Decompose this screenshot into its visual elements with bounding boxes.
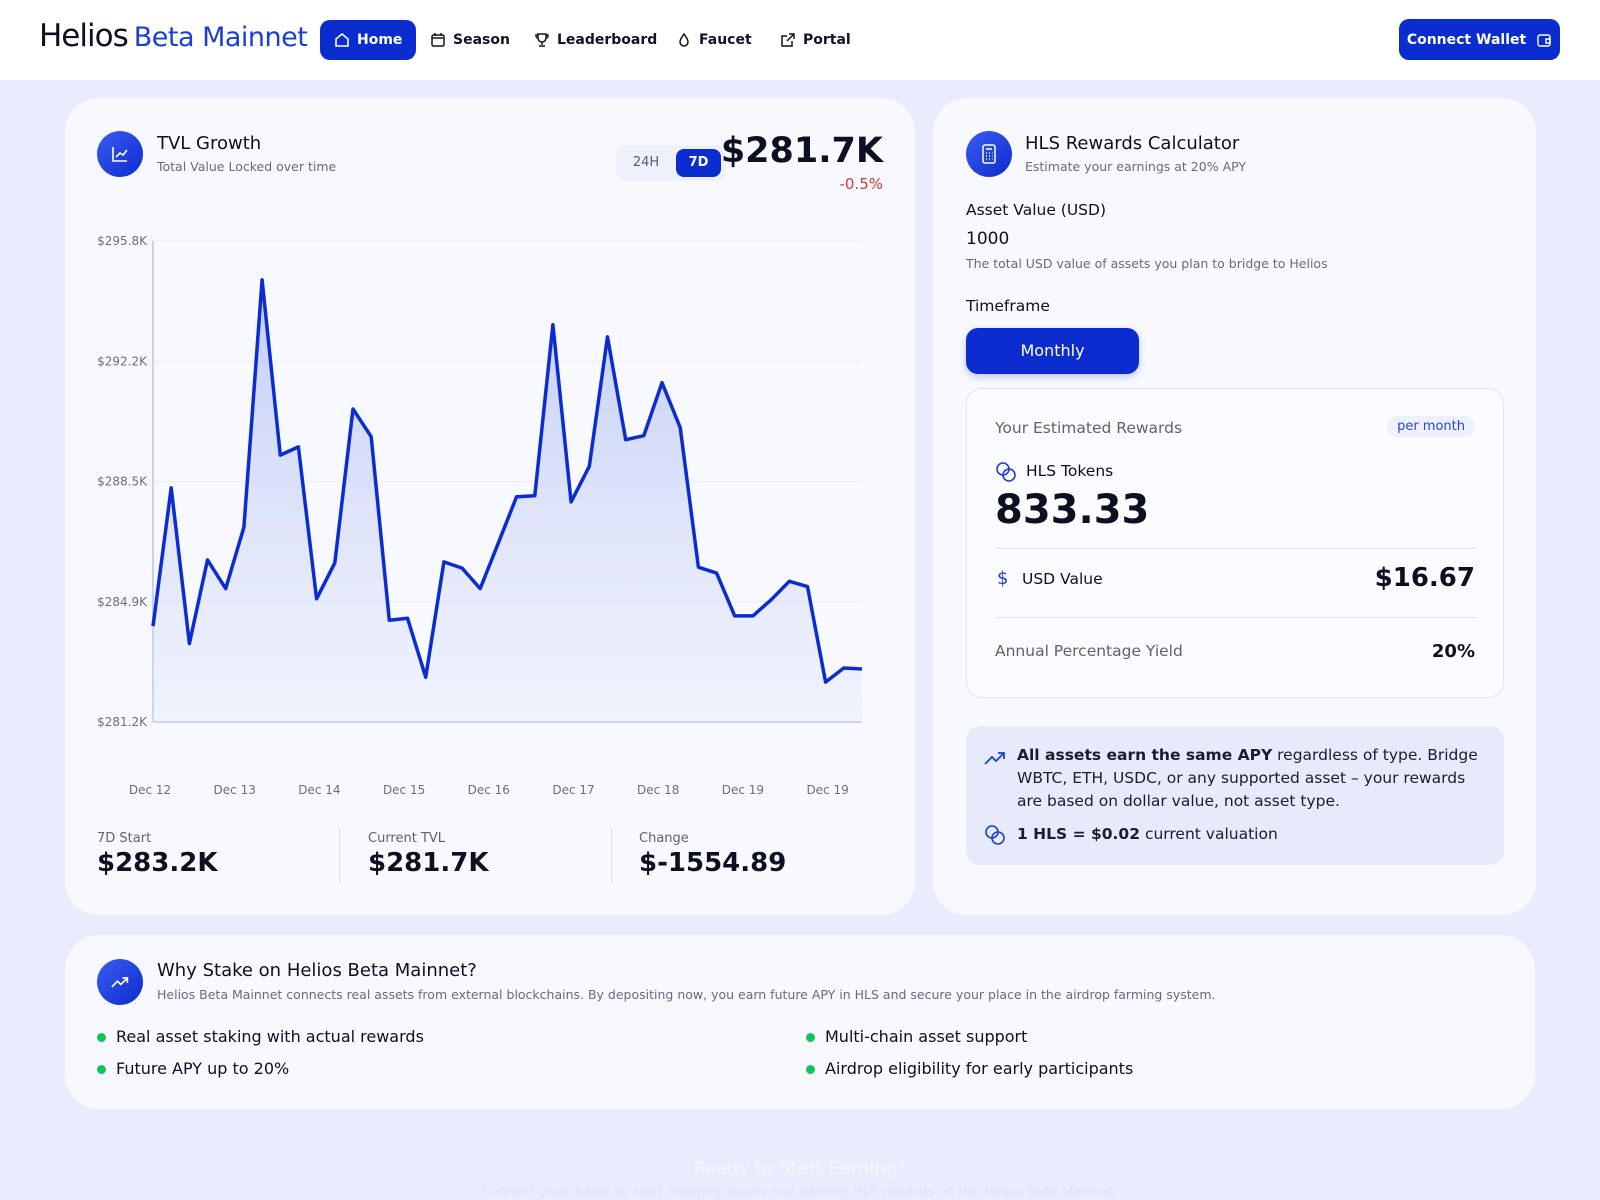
tvl-icon xyxy=(97,131,143,177)
x-tick-label: Dec 16 xyxy=(468,783,510,797)
info-bold: All assets earn the same APY xyxy=(1017,746,1273,764)
info-text: All assets earn the same APY regardless … xyxy=(1017,744,1487,813)
feature: Future APY up to 20% xyxy=(116,1059,290,1078)
tvl-title: TVL Growth xyxy=(157,133,262,154)
tokens-value: 833.33 xyxy=(995,487,1150,533)
stat-value: $281.7K xyxy=(368,848,489,878)
nav-label: Faucet xyxy=(699,32,752,48)
divider xyxy=(611,828,612,883)
apy-label: Annual Percentage Yield xyxy=(995,642,1183,660)
info-rest: regardless of type. Bridge WBTC, ETH, US… xyxy=(1017,746,1478,810)
nav-label: Portal xyxy=(803,32,851,48)
feature: Multi-chain asset support xyxy=(825,1027,1028,1046)
range-toggle: 24H 7D xyxy=(616,145,726,181)
why-description: Helios Beta Mainnet connects real assets… xyxy=(157,987,1216,1002)
x-tick-label: Dec 19 xyxy=(722,783,764,797)
coins-icon xyxy=(996,462,1016,482)
range-24h[interactable]: 24H xyxy=(632,155,660,170)
asset-label: Asset Value (USD) xyxy=(966,201,1106,219)
nav-faucet[interactable]: Faucet xyxy=(662,20,766,60)
y-tick-label: $284.9K xyxy=(97,595,148,609)
divider xyxy=(996,548,1476,549)
x-tick-label: Dec 19 xyxy=(806,783,848,797)
nav-home[interactable]: Home xyxy=(320,20,417,60)
rewards-box: Your Estimated Rewards per month HLS Tok… xyxy=(966,388,1504,698)
nav-leaderboard[interactable]: Leaderboard xyxy=(520,20,671,60)
bullet xyxy=(806,1065,815,1074)
why-icon xyxy=(97,959,143,1005)
x-tick-label: Dec 17 xyxy=(552,783,594,797)
divider xyxy=(996,617,1476,618)
nav-label: Home xyxy=(357,32,403,48)
tvl-card: TVL Growth Total Value Locked over time … xyxy=(65,98,915,915)
info-box: All assets earn the same APY regardless … xyxy=(966,726,1504,865)
x-tick-label: Dec 13 xyxy=(214,783,256,797)
stat-value: $-1554.89 xyxy=(639,848,787,878)
bullet xyxy=(97,1033,106,1042)
nav-label: Season xyxy=(453,32,510,48)
timeframe-button[interactable]: Monthly xyxy=(966,328,1139,374)
stat-label: 7D Start xyxy=(97,831,152,846)
nav-label: Leaderboard xyxy=(557,32,658,48)
usd-label: USD Value xyxy=(1022,570,1103,588)
y-tick-label: $281.2K xyxy=(97,715,148,729)
logo[interactable]: Helios Beta Mainnet xyxy=(39,18,308,54)
coins-icon xyxy=(985,825,1005,845)
x-tick-label: Dec 12 xyxy=(129,783,171,797)
tvl-change: -0.5% xyxy=(839,175,883,193)
header: Helios Beta Mainnet Home Season Leaderboa… xyxy=(0,0,1600,80)
calculator-card: HLS Rewards Calculator Estimate your ear… xyxy=(933,98,1536,915)
divider xyxy=(339,828,340,883)
tvl-subtitle: Total Value Locked over time xyxy=(157,159,337,174)
feature: Real asset staking with actual rewards xyxy=(116,1027,424,1046)
nav-season[interactable]: Season xyxy=(416,20,524,60)
asset-help: The total USD value of assets you plan t… xyxy=(966,256,1328,271)
apy-value: 20% xyxy=(1431,641,1475,662)
dollar-icon: $ xyxy=(997,568,1009,589)
bullet xyxy=(806,1033,815,1042)
usd-value: $16.67 xyxy=(1374,563,1475,593)
price-text: 1 HLS = $0.02 current valuation xyxy=(1017,823,1278,846)
tokens-label: HLS Tokens xyxy=(1026,462,1114,480)
tvl-line xyxy=(151,278,863,684)
stat-value: $283.2K xyxy=(97,848,218,878)
price-rest: current valuation xyxy=(1140,825,1278,843)
timeframe-label: Timeframe xyxy=(966,297,1050,315)
logo-text: Helios xyxy=(39,18,129,54)
nav-portal[interactable]: Portal xyxy=(766,20,865,60)
range-7d[interactable]: 7D xyxy=(676,149,721,177)
calculator-title: HLS Rewards Calculator xyxy=(1025,133,1240,154)
feature: Airdrop eligibility for early participan… xyxy=(825,1059,1134,1078)
x-tick-label: Dec 15 xyxy=(383,783,425,797)
trend-icon xyxy=(984,752,1005,765)
x-tick-label: Dec 14 xyxy=(298,783,340,797)
x-tick-label: Dec 18 xyxy=(637,783,679,797)
rewards-title: Your Estimated Rewards xyxy=(995,419,1183,437)
price-bold: 1 HLS = $0.02 xyxy=(1017,825,1141,843)
tvl-chart: $281.2K $284.9K $288.5K $292.2K $295.8K Dec 1… xyxy=(97,234,863,797)
bullet xyxy=(97,1065,106,1074)
area-fill xyxy=(153,279,862,722)
calculator-subtitle: Estimate your earnings at 20% APY xyxy=(1025,159,1247,174)
y-tick-label: $288.5K xyxy=(97,475,148,489)
logo-sub: Beta Mainnet xyxy=(133,22,308,53)
tvl-current-value: $281.7K xyxy=(720,131,883,171)
y-tick-label: $295.8K xyxy=(97,234,148,248)
asset-input[interactable]: 1000 xyxy=(966,229,1010,249)
button-label: Connect Wallet xyxy=(1406,31,1527,48)
why-stake-card: Why Stake on Helios Beta Mainnet? Helios… xyxy=(65,935,1535,1109)
cta-subtitle: Connect your wallet to start bridging as… xyxy=(481,1185,1119,1200)
calculator-icon xyxy=(966,131,1012,177)
rewards-badge: per month xyxy=(1387,416,1475,437)
connect-wallet-button[interactable]: Connect Wallet xyxy=(1399,19,1560,60)
y-tick-label: $292.2K xyxy=(97,354,148,368)
stat-label: Current TVL xyxy=(368,831,446,846)
why-title: Why Stake on Helios Beta Mainnet? xyxy=(157,960,477,981)
stat-label: Change xyxy=(639,831,689,846)
cta-title: Ready to Start Earning? xyxy=(693,1158,907,1179)
